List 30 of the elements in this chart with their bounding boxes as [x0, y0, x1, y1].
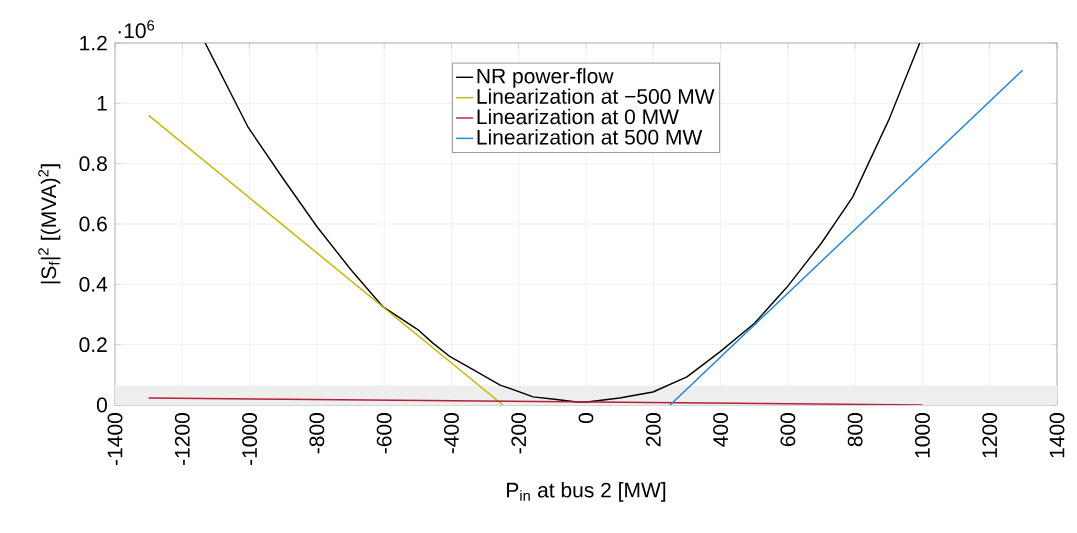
y-axis-title: |S$_{f}$|$^{2}$ [(MVA)$^{2}$] [38, 164, 61, 284]
y-tick-label: 0.4 [79, 276, 108, 292]
legend-label: Linearization at 0 MW [477, 108, 679, 125]
y-tick-label: 0.6 [79, 216, 107, 232]
y-tick-label: 0 [96, 397, 107, 413]
x-tick-label: -600 [376, 413, 392, 454]
x-tick-label: -1400 [107, 413, 123, 465]
x-tick-label: -1200 [174, 413, 190, 465]
legend-label: NR power-flow [477, 68, 614, 88]
x-tick-label: 0 [578, 413, 594, 424]
line-series [204, 43, 921, 403]
x-tick-label: -400 [444, 413, 459, 454]
x-tick-label: -1000 [242, 413, 258, 465]
x-tick-label: 400 [713, 413, 728, 447]
y-tick-label: 1.2 [80, 35, 107, 51]
y-tick-label: 1 [97, 96, 107, 111]
x-tick-label: 200 [645, 413, 661, 447]
x-tick-label: 800 [847, 413, 863, 447]
x-tick-label: 600 [780, 413, 796, 447]
legend-label: Linearization at −500 MW [477, 88, 715, 104]
text: ·10$^{6}$ [118, 20, 155, 39]
y-tick-label: 0.8 [79, 156, 107, 172]
x-tick-label: 1400 [1049, 413, 1065, 458]
y-tick-label: 0.2 [79, 337, 107, 353]
x-tick-label: -200 [511, 413, 527, 454]
x-tick-label: 1200 [982, 413, 998, 458]
x-tick-label: -800 [309, 413, 325, 454]
x-axis-title: P$_{in}$ at bus 2 [MW] [507, 482, 666, 502]
x-tick-label: 1000 [914, 413, 930, 458]
legend-label: Linearization at 500 MW [477, 129, 703, 145]
